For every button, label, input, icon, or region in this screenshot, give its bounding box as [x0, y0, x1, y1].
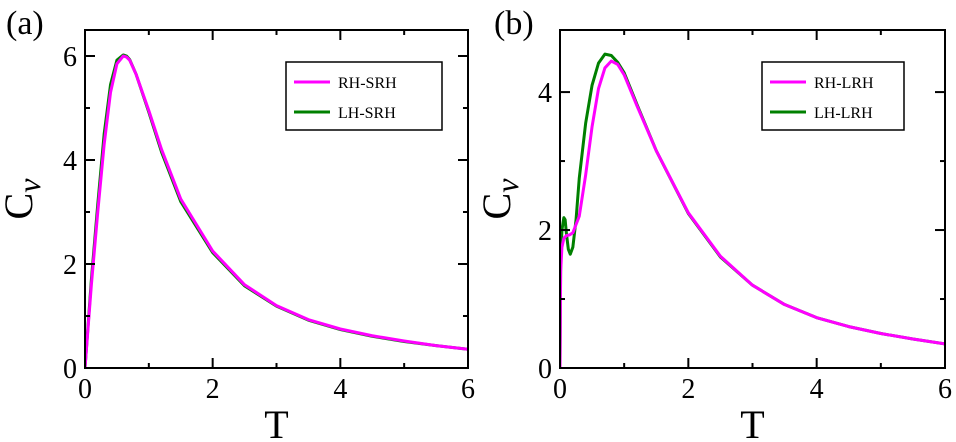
- y-tick-label: 4: [63, 146, 77, 177]
- x-tick-label: 0: [553, 374, 567, 405]
- y-tick-label: 2: [63, 250, 77, 281]
- panel-label: (a): [6, 5, 44, 42]
- x-axis-label: T: [264, 402, 288, 442]
- legend: RH-LRH LH-LRH: [761, 61, 905, 131]
- y-tick-label: 0: [63, 354, 77, 385]
- legend-box: [761, 61, 905, 131]
- legend-box: [285, 61, 443, 131]
- y-tick-label: 6: [63, 42, 77, 73]
- legend-entry: LH-LRH: [814, 105, 873, 122]
- series-line-rh-srh: [85, 54, 468, 368]
- series-line-rh-lrh: [560, 59, 945, 368]
- y-tick-label: 0: [538, 354, 552, 385]
- x-tick-label: 6: [938, 374, 952, 405]
- x-tick-label: 4: [333, 374, 347, 405]
- x-axis-label: T: [740, 402, 764, 442]
- legend-entry: LH-SRH: [338, 105, 396, 122]
- y-axis-label-main: C: [474, 193, 519, 220]
- x-tick-label: 6: [461, 374, 475, 405]
- panel-label: (b): [494, 5, 534, 42]
- x-tick-label: 2: [206, 374, 220, 405]
- y-axis-label: Cv: [474, 178, 525, 220]
- y-axis-label-subscript: v: [11, 178, 47, 193]
- x-tick-label: 2: [681, 374, 695, 405]
- y-axis-label-subscript: v: [489, 178, 525, 193]
- y-tick-label: 2: [538, 216, 552, 247]
- y-axis-label-main: C: [0, 193, 41, 220]
- legend: RH-SRH LH-SRH: [285, 61, 443, 131]
- panel-b: 0 2 4 6 0 2 4 (b) T Cv RH-LRH LH-LRH: [474, 5, 952, 442]
- panel-a: 0 2 4 6 0 2 4 6 (a) T Cv RH-SRH LH-SRH: [0, 5, 475, 442]
- y-tick-label: 4: [538, 78, 552, 109]
- x-tick-label: 4: [810, 374, 824, 405]
- legend-entry: RH-LRH: [814, 75, 874, 92]
- x-tick-label: 0: [78, 374, 92, 405]
- y-axis-label: Cv: [0, 178, 47, 220]
- legend-entry: RH-SRH: [338, 75, 397, 92]
